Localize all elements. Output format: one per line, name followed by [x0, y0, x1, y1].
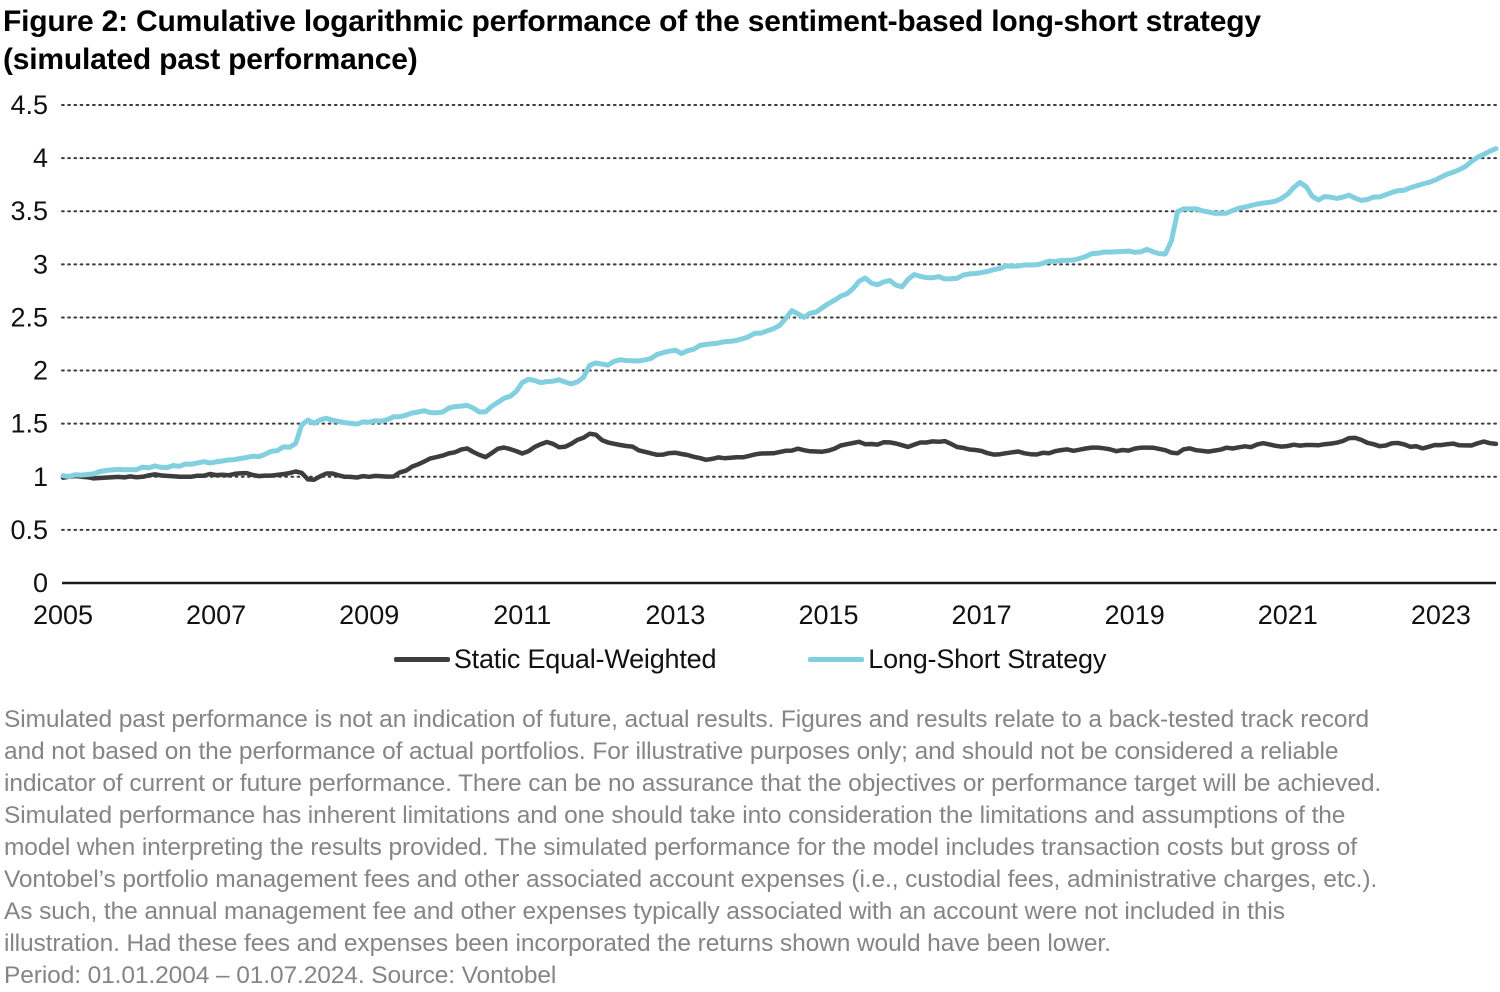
y-tick-label: 0.5: [10, 515, 48, 545]
disclaimer-line: model when interpreting the results prov…: [4, 834, 1357, 861]
legend-label-long-short: Long-Short Strategy: [868, 644, 1107, 674]
y-tick-label: 2: [33, 356, 48, 386]
figure-title: Figure 2: Cumulative logarithmic perform…: [3, 3, 1261, 79]
y-tick-label: 4: [33, 143, 48, 173]
y-tick-label: 3.5: [10, 196, 48, 226]
chart-legend: Static Equal-Weighted Long-Short Strateg…: [0, 644, 1500, 675]
y-tick-label: 1: [33, 462, 48, 492]
x-tick-label: 2021: [1258, 600, 1318, 630]
chart-plot-area: 0 0.5 1 1.5 2 2.5 3 3.5 4 4.5 2005 2007 2009 2011 2013…: [10, 95, 1499, 630]
disclaimer-line: Simulated past performance is not an ind…: [4, 706, 1370, 733]
legend-item-long-short-strategy: Long-Short Strategy: [808, 644, 1106, 675]
x-tick-label: 2009: [339, 600, 399, 630]
x-tick-label: 2007: [186, 600, 246, 630]
x-tick-label: 2023: [1411, 600, 1471, 630]
y-tick-label: 4.5: [10, 95, 48, 120]
x-tick-label: 2019: [1105, 600, 1165, 630]
y-tick-label: 1.5: [10, 409, 48, 439]
disclaimer-line: Simulated performance has inherent limit…: [4, 802, 1346, 829]
y-tick-label: 3: [33, 249, 48, 279]
legend-item-static-equal-weighted: Static Equal-Weighted: [393, 644, 717, 675]
figure-title-line2: (simulated past performance): [3, 43, 418, 76]
x-tick-label: 2015: [798, 600, 858, 630]
series-line-static-equal-weighted: [60, 431, 1499, 482]
legend-label-static: Static Equal-Weighted: [453, 644, 717, 674]
disclaimer-text: Simulated past performance is not an ind…: [4, 704, 1500, 992]
disclaimer-line: indicator of current or future performan…: [4, 770, 1382, 797]
period-source-line: Period: 01.01.2004 – 01.07.2024. Source:…: [4, 962, 557, 989]
y-tick-label: 0: [33, 568, 48, 598]
disclaimer-line: and not based on the performance of actu…: [4, 738, 1339, 765]
y-tick-label: 2.5: [10, 302, 48, 332]
x-tick-label: 2005: [33, 600, 93, 630]
x-tick-label: 2017: [952, 600, 1012, 630]
x-tick-label: 2013: [645, 600, 705, 630]
long-short-line-swatch-icon: [808, 657, 865, 662]
disclaimer-line: Vontobel’s portfolio management fees and…: [4, 866, 1378, 893]
static-line-swatch-icon: [393, 657, 450, 662]
disclaimer-line: illustration. Had these fees and expense…: [4, 930, 1111, 957]
disclaimer-line: As such, the annual management fee and o…: [4, 898, 1285, 925]
x-tick-label: 2011: [493, 600, 551, 630]
series-line-long-short-strategy: [60, 146, 1499, 479]
figure-title-line1: Figure 2: Cumulative logarithmic perform…: [3, 5, 1261, 38]
